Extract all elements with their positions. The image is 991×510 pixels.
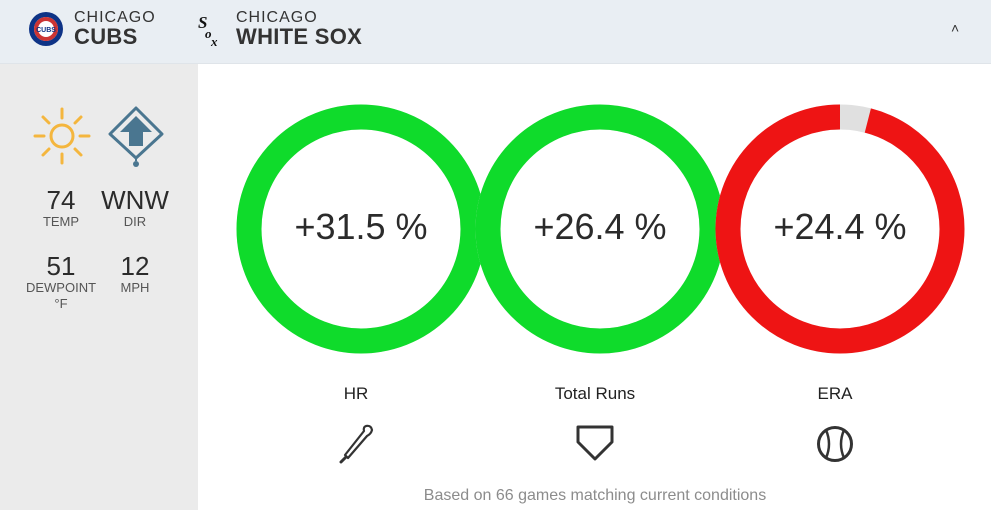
temp-label: TEMP	[42, 214, 80, 229]
era-gauge-arc	[715, 104, 965, 354]
wind-speed-stat: 12 MPH	[96, 252, 174, 296]
wind-direction-field-icon	[108, 106, 164, 173]
total-runs-value: +26.4 %	[533, 206, 667, 247]
home-team-name: CUBS	[74, 24, 138, 49]
temp-stat: 74 TEMP	[26, 186, 96, 230]
sample-size-note: Based on 66 games matching current condi…	[423, 487, 767, 504]
dir-value: WNW	[101, 185, 169, 215]
hr-gauge	[236, 104, 486, 354]
total-runs-gauge-arc	[475, 104, 725, 354]
dewpoint-unit: °F	[54, 296, 68, 311]
dewpoint-label: DEWPOINT	[25, 280, 97, 295]
home-team-city: CHICAGO	[74, 9, 156, 26]
total-runs-label: Total Runs	[554, 384, 636, 403]
hr-label: HR	[343, 384, 369, 403]
total-runs-gauge	[475, 104, 725, 354]
svg-text:x: x	[210, 34, 218, 47]
dir-stat: WNW DIR	[96, 186, 174, 230]
wind-speed-value: 12	[120, 251, 150, 281]
dewpoint-value: 51	[46, 251, 76, 281]
svg-text:o: o	[205, 26, 212, 41]
away-team: S o x CHICAGO WHITE SOX	[194, 9, 363, 50]
hr-value: +31.5 %	[294, 206, 428, 247]
dir-label: DIR	[123, 214, 147, 229]
bat-icon	[336, 422, 376, 469]
svg-text:S: S	[198, 13, 207, 32]
hr-gauge-arc	[236, 104, 486, 354]
era-value: +24.4 %	[773, 206, 907, 247]
home-plate-icon	[574, 424, 616, 467]
matchup-header: CUBS CHICAGO CUBS S o x CHICAGO WHITE SO…	[0, 0, 991, 64]
away-team-city: CHICAGO	[236, 9, 318, 26]
home-team: CUBS CHICAGO CUBS	[28, 10, 156, 48]
away-team-name: WHITE SOX	[236, 24, 363, 49]
cubs-logo: CUBS	[28, 11, 64, 47]
sun-icon	[32, 106, 92, 171]
chevron-up-icon[interactable]: ˄	[951, 20, 960, 36]
wind-speed-label: MPH	[120, 280, 150, 295]
era-gauge	[715, 104, 965, 354]
svg-text:CUBS: CUBS	[36, 27, 56, 34]
weather-panel: 74 TEMP WNW DIR 51 DEWPOINT °F 12 MPH	[0, 64, 198, 510]
metrics-panel: +31.5 % +26.4 % +24.4 % HR Total Runs ER…	[199, 64, 991, 510]
dewpoint-stat: 51 DEWPOINT °F	[16, 252, 106, 312]
era-label: ERA	[817, 384, 853, 403]
baseball-icon	[815, 424, 855, 469]
white-sox-logo: S o x	[194, 11, 226, 49]
temp-value: 74	[46, 185, 76, 215]
